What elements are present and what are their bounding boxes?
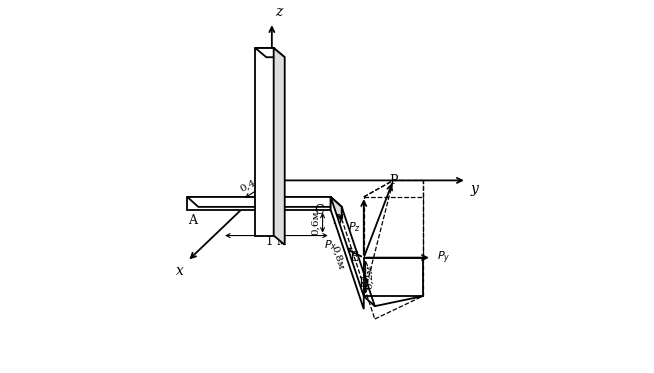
Polygon shape (255, 48, 273, 236)
Text: $P_z$: $P_z$ (348, 220, 361, 234)
Text: C: C (315, 204, 324, 217)
Polygon shape (187, 197, 341, 207)
Text: D: D (358, 277, 368, 289)
Polygon shape (331, 197, 364, 309)
Text: 1 м: 1 м (266, 235, 286, 248)
Text: $P_x$: $P_x$ (324, 238, 337, 252)
Text: P: P (390, 174, 398, 187)
Text: y: y (470, 182, 478, 196)
Text: 0,8м: 0,8м (330, 245, 345, 271)
Text: A: A (188, 214, 197, 227)
Text: E: E (349, 251, 358, 264)
Text: B: B (332, 214, 342, 227)
Text: O: O (255, 164, 266, 177)
Polygon shape (331, 197, 341, 219)
Text: z: z (275, 4, 282, 19)
Text: 0,4м: 0,4м (239, 175, 265, 194)
Text: $P_y$: $P_y$ (437, 250, 450, 266)
Text: 0,2м: 0,2м (365, 264, 374, 289)
Polygon shape (255, 48, 284, 57)
Polygon shape (187, 197, 331, 210)
Polygon shape (273, 48, 284, 245)
Text: x: x (176, 264, 184, 278)
Text: 0,6м: 0,6м (311, 210, 320, 235)
